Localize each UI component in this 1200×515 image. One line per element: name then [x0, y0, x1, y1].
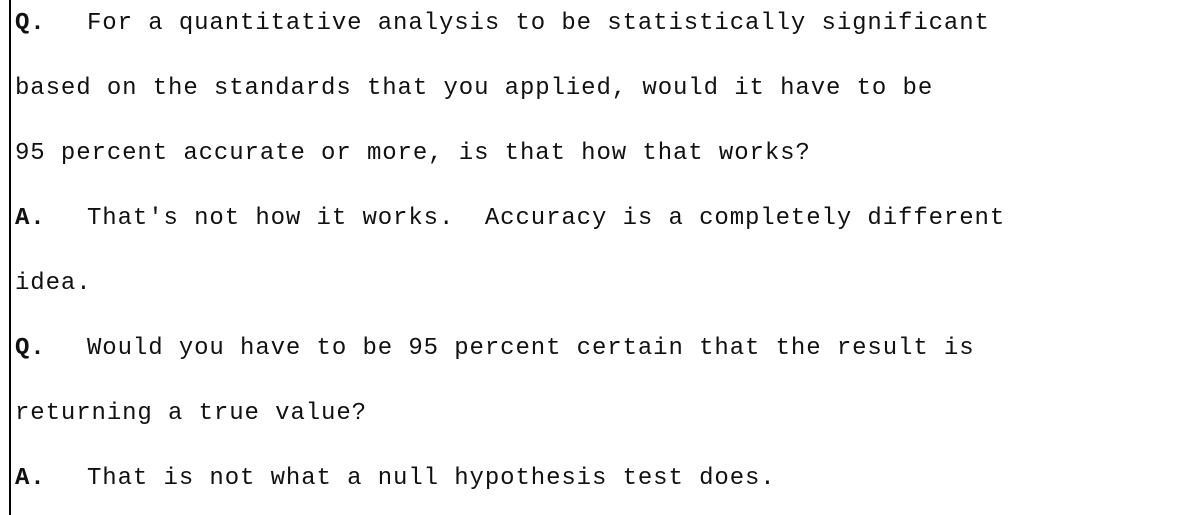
line-text: That's not how it works. Accuracy is a c…: [87, 205, 1006, 232]
transcript-line-2: based on the standards that you applied,…: [15, 69, 933, 109]
answer-marker: A.: [15, 465, 46, 492]
question-marker: Q.: [15, 335, 46, 362]
transcript-line-4: A. That's not how it works. Accuracy is a…: [15, 199, 1005, 239]
transcript-line-1: Q. For a quantitative analysis to be stat…: [15, 4, 990, 44]
line-text: based on the standards that you applied,…: [15, 75, 934, 102]
transcript-line-8: A. That is not what a null hypothesis tes…: [15, 459, 776, 499]
transcript-line-7: returning a true value?: [15, 394, 367, 434]
line-text: 95 percent accurate or more, is that how…: [15, 140, 811, 167]
transcript-line-5: idea.: [15, 264, 92, 304]
transcript-line-6: Q. Would you have to be 95 percent certai…: [15, 329, 975, 369]
line-text: For a quantitative analysis to be statis…: [87, 10, 990, 37]
line-text: Would you have to be 95 percent certain …: [87, 335, 975, 362]
transcript-line-3: 95 percent accurate or more, is that how…: [15, 134, 811, 174]
line-text: returning a true value?: [15, 400, 367, 427]
line-text: idea.: [15, 270, 92, 297]
left-margin-rule: [9, 0, 11, 515]
answer-marker: A.: [15, 205, 46, 232]
question-marker: Q.: [15, 10, 46, 37]
line-text: That is not what a null hypothesis test …: [87, 465, 776, 492]
